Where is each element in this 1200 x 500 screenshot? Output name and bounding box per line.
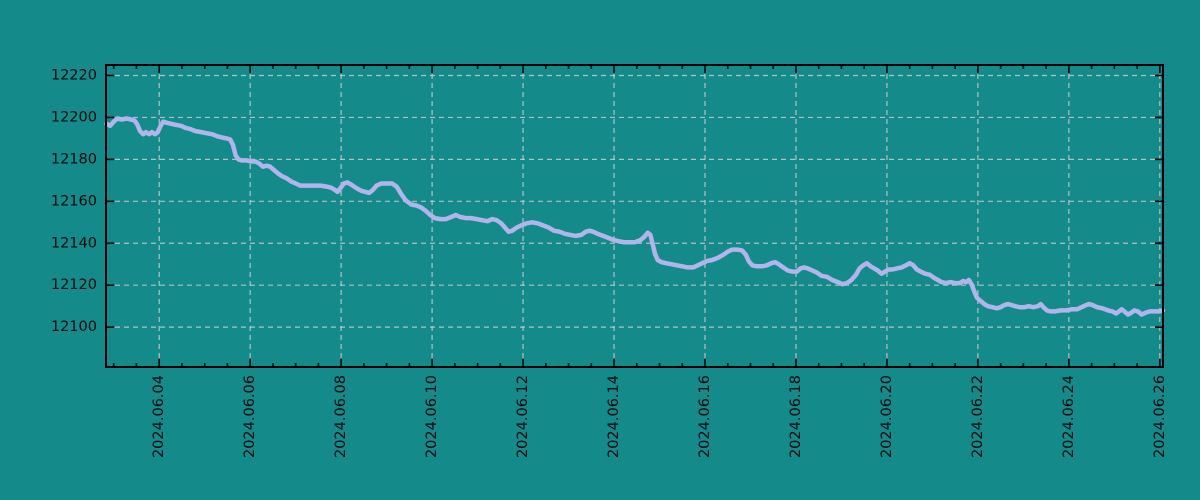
- y-tick-label: 12120: [51, 277, 97, 293]
- y-tick-label: 12200: [51, 109, 97, 125]
- x-tick-label: 2024.06.06: [242, 375, 258, 458]
- x-tick-label: 2024.06.14: [606, 375, 622, 458]
- y-tick-label: 12220: [51, 67, 97, 83]
- x-tick-label: 2024.06.18: [788, 375, 804, 458]
- x-tick-label: 2024.06.08: [333, 375, 349, 458]
- y-tick-label: 12180: [51, 151, 97, 167]
- x-tick-label: 2024.06.22: [970, 375, 986, 458]
- y-tick-label: 12160: [51, 193, 97, 209]
- x-tick-label: 2024.06.16: [697, 375, 713, 458]
- x-tick-label: 2024.06.04: [151, 375, 167, 458]
- y-tick-label: 12100: [51, 319, 97, 335]
- plot-border: [105, 64, 1164, 368]
- x-tick-label: 2024.06.26: [1152, 375, 1168, 458]
- series-line: [104, 116, 1166, 317]
- y-tick-label: 12140: [51, 235, 97, 251]
- x-tick-label: 2024.06.12: [515, 375, 531, 458]
- x-tick-label: 2024.06.24: [1061, 375, 1077, 458]
- x-tick-label: 2024.06.10: [424, 375, 440, 458]
- x-tick-label: 2024.06.20: [879, 375, 895, 458]
